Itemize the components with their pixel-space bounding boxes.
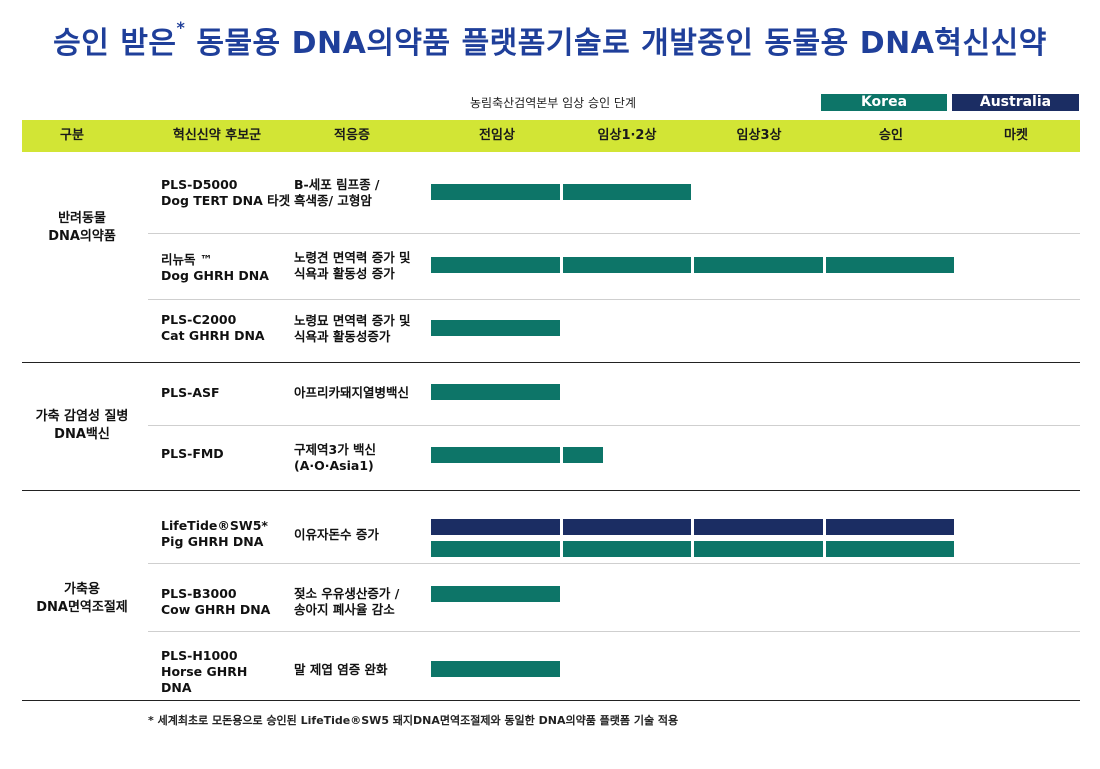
korea-bar-segment [562, 541, 691, 557]
indication-row: 노령견 면역력 증가 및 식욕과 활동성 증가 [294, 250, 411, 281]
candidate-lifetide-sw5: LifeTide®SW5* Pig GHRH DNA [161, 518, 268, 549]
candidate-pls-asf: PLS-ASF [161, 385, 220, 400]
header-stage-preclinical: 전임상 [479, 128, 515, 143]
korea-bar-segment [562, 184, 691, 200]
korea-bar-segment [431, 257, 560, 273]
group-label-companion: 반려동물 DNA의약품 [48, 211, 116, 244]
korea-bar-segment [825, 541, 954, 557]
candidate-pls-h1000: PLS-H1000 Horse GHRH DNA [161, 648, 248, 695]
header-category: 구분 [60, 128, 84, 143]
indication-row: 젖소 우유생산증가 / 송아지 폐사율 감소 [294, 586, 400, 617]
row-separator [148, 299, 1080, 300]
australia-bar-segment [825, 519, 954, 535]
header-stage-phase12: 임상1·2상 [597, 128, 657, 143]
korea-bar-segment [825, 257, 954, 273]
australia-bar-segment [562, 519, 691, 535]
header-candidate: 혁신신약 후보군 [172, 128, 262, 143]
header-indication: 적응증 [334, 128, 370, 143]
table-bottom-border [22, 700, 1080, 701]
footnote: * 세계최초로 모돈용으로 승인된 LifeTide®SW5 돼지DNA면역조절… [148, 714, 679, 727]
candidate-pls-b3000: PLS-B3000 Cow GHRH DNA [161, 586, 271, 617]
indication-row: B-세포 림프종 / 흑색종/ 고형암 [294, 177, 380, 208]
phase-label: 농림축산검역본부 임상 승인 단계 [470, 96, 637, 110]
group-label-livestock-vaccine: 가축 감염성 질병 DNA백신 [35, 409, 129, 442]
legend-korea: Korea [821, 94, 947, 111]
korea-bar-segment [694, 541, 823, 557]
group-separator [22, 490, 1080, 491]
korea-bar-segment [431, 541, 560, 557]
korea-bar-segment [431, 661, 560, 677]
row-separator [148, 563, 1080, 564]
indication-row: 아프리카돼지열병백신 [294, 385, 410, 400]
page-title: 승인 받은* 동물용 DNA의약품 플랫폼기술로 개발중인 동물용 DNA혁신신… [53, 18, 1047, 61]
korea-bar-segment [562, 257, 691, 273]
korea-bar-segment [694, 257, 823, 273]
candidate-pls-d5000: PLS-D5000 Dog TERT DNA 타겟 [161, 177, 291, 208]
korea-bar-segment [431, 447, 560, 463]
korea-bar-segment [431, 184, 560, 200]
candidate-pls-fmd: PLS-FMD [161, 446, 224, 461]
legend-australia: Australia [952, 94, 1079, 111]
row-separator [148, 425, 1080, 426]
group-separator [22, 362, 1080, 363]
group-label-livestock-immuno: 가축용 DNA면역조절제 [36, 582, 128, 615]
row-separator [148, 631, 1080, 632]
indication-row: 구제역3가 백신 (A·O·Asia1) [294, 442, 377, 473]
korea-bar-segment [431, 586, 560, 602]
candidate-pls-c2000: PLS-C2000 Cat GHRH DNA [161, 312, 265, 343]
korea-bar-segment [562, 447, 603, 463]
header-bar: 구분 혁신신약 후보군 적응증 전임상 임상1·2상 임상3상 승인 마켓 [22, 120, 1080, 152]
korea-bar-segment [431, 320, 560, 336]
header-stage-approval: 승인 [879, 128, 903, 143]
indication-row: 이유자돈수 증가 [294, 527, 379, 542]
korea-bar-segment [431, 384, 560, 400]
header-stage-phase3: 임상3상 [736, 128, 782, 143]
candidate-renudog: 리뉴독 ™ Dog GHRH DNA [161, 252, 269, 283]
indication-row: 노령묘 면역력 증가 및 식욕과 활동성증가 [294, 313, 411, 344]
indication-row: 말 제엽 염증 완화 [294, 662, 388, 677]
australia-bar-segment [431, 519, 560, 535]
row-separator [148, 233, 1080, 234]
australia-bar-segment [694, 519, 823, 535]
header-stage-market: 마켓 [1004, 128, 1028, 143]
